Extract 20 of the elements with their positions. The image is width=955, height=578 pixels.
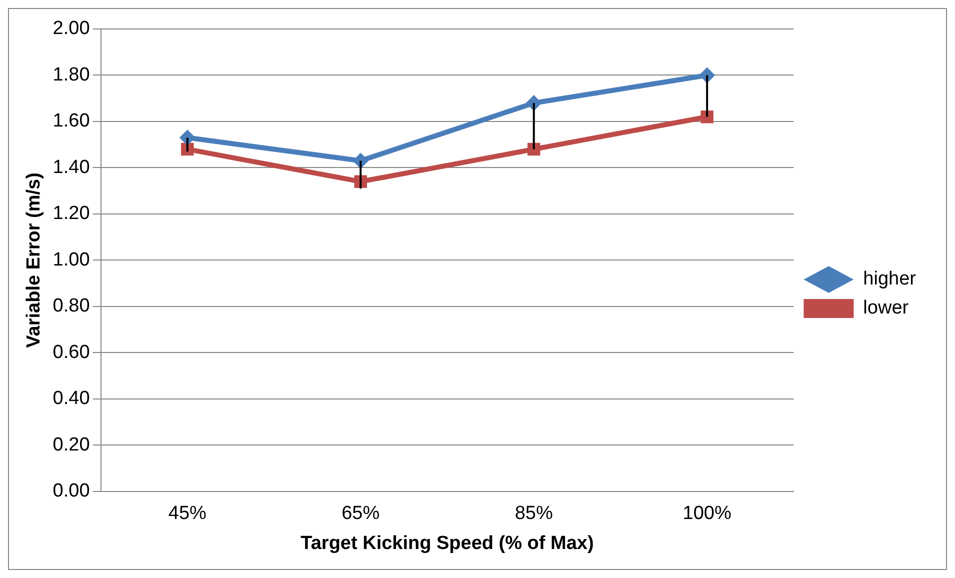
x-tick-label: 45% <box>168 503 207 524</box>
legend-label: higher <box>863 268 917 290</box>
y-tick-label: 0.80 <box>52 296 90 317</box>
y-tick-label: 0.00 <box>52 480 90 502</box>
y-tick-label: 0.40 <box>52 388 90 410</box>
y-tick-label: 1.60 <box>52 110 90 132</box>
point <box>700 110 714 124</box>
y-tick-label: 1.40 <box>52 156 90 178</box>
x-tick-label: 100% <box>682 503 732 524</box>
y-tick-label: 2.00 <box>52 18 90 40</box>
y-tick-label: 0.60 <box>52 342 90 363</box>
legend-label: lower <box>863 298 910 319</box>
x-axis-title: Target Kicking Speed (% of Max) <box>300 532 594 554</box>
y-tick-label: 1.80 <box>52 64 90 86</box>
y-axis-title: Variable Error (m/s) <box>24 172 45 348</box>
y-tick-label: 0.20 <box>52 434 90 456</box>
y-tick-label: 1.00 <box>52 249 90 270</box>
x-tick-label: 85% <box>514 503 553 524</box>
x-tick-label: 65% <box>342 503 380 524</box>
y-tick-label: 1.20 <box>52 203 90 224</box>
